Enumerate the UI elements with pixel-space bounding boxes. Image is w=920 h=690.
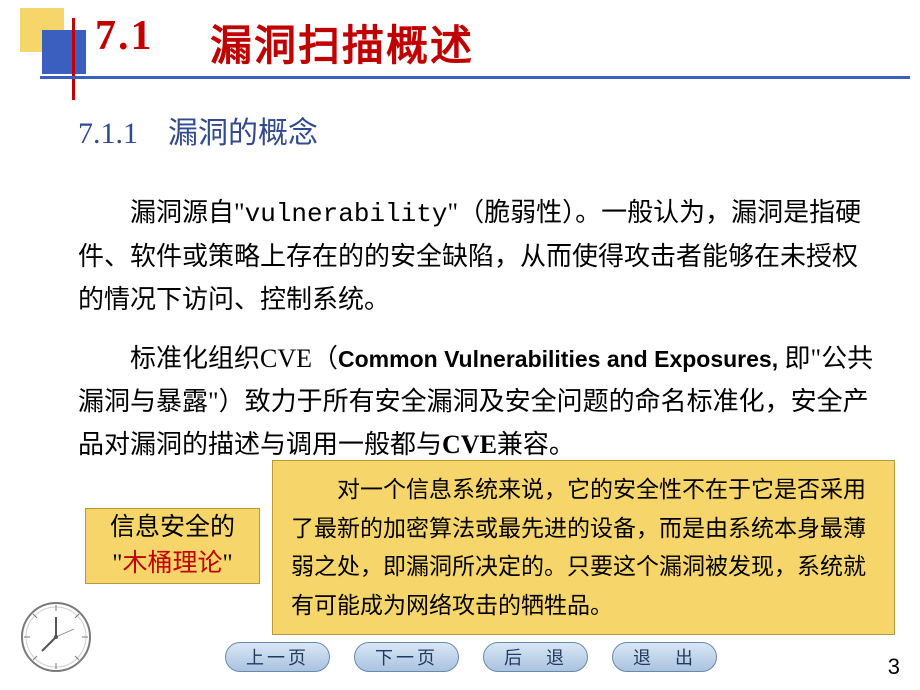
- callout-left-q1: ": [112, 550, 122, 577]
- paragraph-2: 标准化组织CVE（Common Vulnerabilities and Expo…: [78, 338, 888, 467]
- back-button[interactable]: 后 退: [483, 642, 588, 672]
- section-title: 漏洞扫描概述: [210, 12, 474, 73]
- callout-left-box: 信息安全的 "木桶理论": [85, 508, 260, 584]
- callout-left-red: 木桶理论: [122, 550, 222, 577]
- page-number: 3: [888, 654, 900, 680]
- para1-mono: vulnerability: [245, 199, 448, 229]
- para2-mid2: 兼容。: [497, 430, 575, 459]
- red-vertical-rule: [72, 18, 75, 100]
- clock-icon: [20, 601, 92, 678]
- para2-sans-bold: Common Vulnerabilities and Exposures,: [338, 346, 784, 372]
- paragraph-1: 漏洞源自"vulnerability"（脆弱性）。一般认为，漏洞是指硬件、软件或…: [78, 192, 878, 322]
- ornament-blue-box: [42, 30, 86, 74]
- para2-cve: CVE: [442, 430, 497, 459]
- nav-bar: 上一页 下一页 后 退 退 出: [225, 642, 717, 672]
- blue-horizontal-rule: [40, 76, 910, 79]
- callout-left-q2: ": [223, 550, 233, 577]
- callout-left-line2: "木桶理论": [112, 546, 232, 582]
- subsection-title: 7.1.1 漏洞的概念: [78, 108, 318, 152]
- callout-left-line1: 信息安全的: [110, 510, 235, 546]
- next-button[interactable]: 下一页: [354, 642, 459, 672]
- callout-right-box: 对一个信息系统来说，它的安全性不在于它是否采用了最新的加密算法或最先进的设备，而…: [272, 460, 895, 635]
- para2-pre: 标准化组织CVE（: [130, 344, 338, 373]
- prev-button[interactable]: 上一页: [225, 642, 330, 672]
- para1-pre: 漏洞源自": [130, 198, 245, 227]
- section-number: 7.1: [95, 12, 154, 60]
- exit-button[interactable]: 退 出: [612, 642, 717, 672]
